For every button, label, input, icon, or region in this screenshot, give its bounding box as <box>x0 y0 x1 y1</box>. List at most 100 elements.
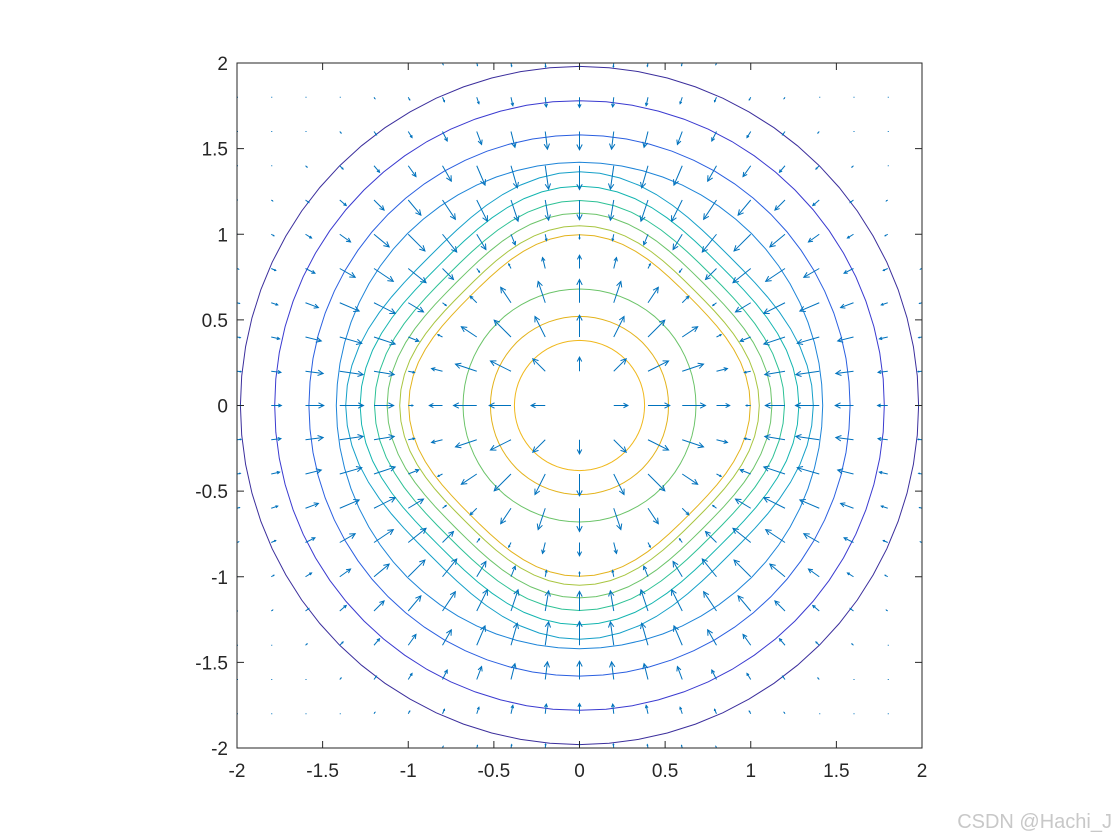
quiver-shaft <box>716 368 728 372</box>
quiver-arrow <box>407 233 426 252</box>
quiver-head <box>884 234 887 237</box>
quiver-head <box>510 141 517 149</box>
quiver-head <box>691 326 699 333</box>
quiver-head <box>500 517 507 525</box>
quiver-arrow <box>613 256 618 269</box>
quiver-shaft <box>442 558 458 578</box>
quiver-head <box>642 565 648 571</box>
quiver-arrow <box>476 268 481 274</box>
quiver-head <box>703 590 710 598</box>
quiver-shaft <box>510 663 516 680</box>
quiver-shaft <box>373 199 385 211</box>
quiver-head <box>239 336 242 339</box>
quiver-arrow <box>647 473 666 492</box>
quiver-shaft <box>881 302 888 306</box>
quiver-head <box>613 549 618 555</box>
quiver-arrow <box>442 199 456 221</box>
quiver-shaft <box>643 663 649 680</box>
quiver-arrow <box>407 131 413 139</box>
quiver-head <box>238 506 241 509</box>
quiver-arrow <box>271 574 275 578</box>
quiver-arrow <box>817 677 820 680</box>
quiver-shaft <box>847 572 854 578</box>
quiver-head <box>307 607 310 611</box>
quiver-shaft <box>641 165 649 188</box>
quiver-head <box>306 643 308 645</box>
quiver-head <box>743 370 747 374</box>
quiver-shaft <box>682 439 704 448</box>
quiver-head <box>532 446 539 453</box>
quiver-shaft <box>476 625 486 646</box>
quiver-shaft <box>613 358 627 372</box>
quiver-shaft <box>339 302 360 312</box>
quiver-arrow <box>454 362 477 372</box>
quiver-shaft <box>271 302 278 306</box>
quiver-head <box>448 530 455 537</box>
quiver-head <box>532 358 539 365</box>
quiver-head <box>389 308 397 314</box>
quiver-arrow <box>271 505 279 509</box>
quiver-head <box>640 622 647 630</box>
quiver-head <box>576 449 583 456</box>
quiver-arrow <box>576 355 583 372</box>
quiver-arrow <box>613 439 627 453</box>
quiver-arrow <box>532 439 546 453</box>
quiver-arrow <box>408 468 420 475</box>
quiver-arrow <box>743 437 751 441</box>
quiver-head <box>685 511 690 516</box>
watermark-text: CSDN @Hachi_J <box>957 811 1112 833</box>
quiver-head <box>389 339 397 346</box>
quiver-shaft <box>500 507 512 524</box>
quiver-arrow <box>339 568 352 578</box>
quiver-shaft <box>442 268 454 280</box>
quiver-shaft <box>407 527 427 543</box>
quiver-shaft <box>847 233 854 239</box>
quiver-shaft <box>640 589 649 612</box>
quiver-shaft <box>647 319 666 338</box>
quiver-arrow <box>339 165 344 170</box>
quiver-head <box>544 569 548 573</box>
quiver-shaft <box>476 707 480 714</box>
quiver-head <box>620 446 627 453</box>
quiver-head <box>318 402 325 409</box>
quiver-head <box>676 665 682 672</box>
quiver-shaft <box>742 634 752 646</box>
quiver-arrow <box>476 706 480 714</box>
quiver-head <box>811 604 816 609</box>
quiver-arrow <box>510 165 519 189</box>
quiver-head <box>271 609 274 611</box>
quiver-arrow <box>305 268 316 274</box>
quiver-shaft <box>703 591 717 612</box>
quiver-head <box>446 175 452 183</box>
quiver-head <box>723 367 729 372</box>
quiver-shaft <box>840 302 854 309</box>
quiver-head <box>449 213 456 221</box>
quiver-arrow <box>576 660 583 680</box>
quiver-head <box>783 97 785 100</box>
quiver-arrow <box>802 533 820 543</box>
quiver-head <box>616 280 623 288</box>
quiver-arrow <box>783 96 786 100</box>
quiver-head <box>417 306 425 313</box>
quiver-head <box>697 442 705 449</box>
quiver-arrow <box>576 314 583 337</box>
quiver-arrow <box>611 97 615 109</box>
quiver-arrow <box>373 233 391 248</box>
quiver-shaft <box>640 199 649 222</box>
quiver-arrow <box>849 607 854 612</box>
quiver-arrow <box>884 574 888 578</box>
quiver-head <box>699 402 707 409</box>
quiver-shaft <box>407 131 413 138</box>
quiver-shaft <box>339 568 351 578</box>
quiver-head <box>415 209 422 217</box>
quiver-head <box>697 362 705 369</box>
quiver-head <box>723 439 729 444</box>
quiver-head <box>510 743 513 746</box>
quiver-arrow <box>442 504 448 509</box>
quiver-head <box>508 545 511 549</box>
quiver-arrow <box>682 402 707 409</box>
quiver-shaft <box>373 497 396 509</box>
quiver-head <box>739 337 745 343</box>
quiver-head <box>239 370 243 373</box>
quiver-shaft <box>493 473 512 492</box>
